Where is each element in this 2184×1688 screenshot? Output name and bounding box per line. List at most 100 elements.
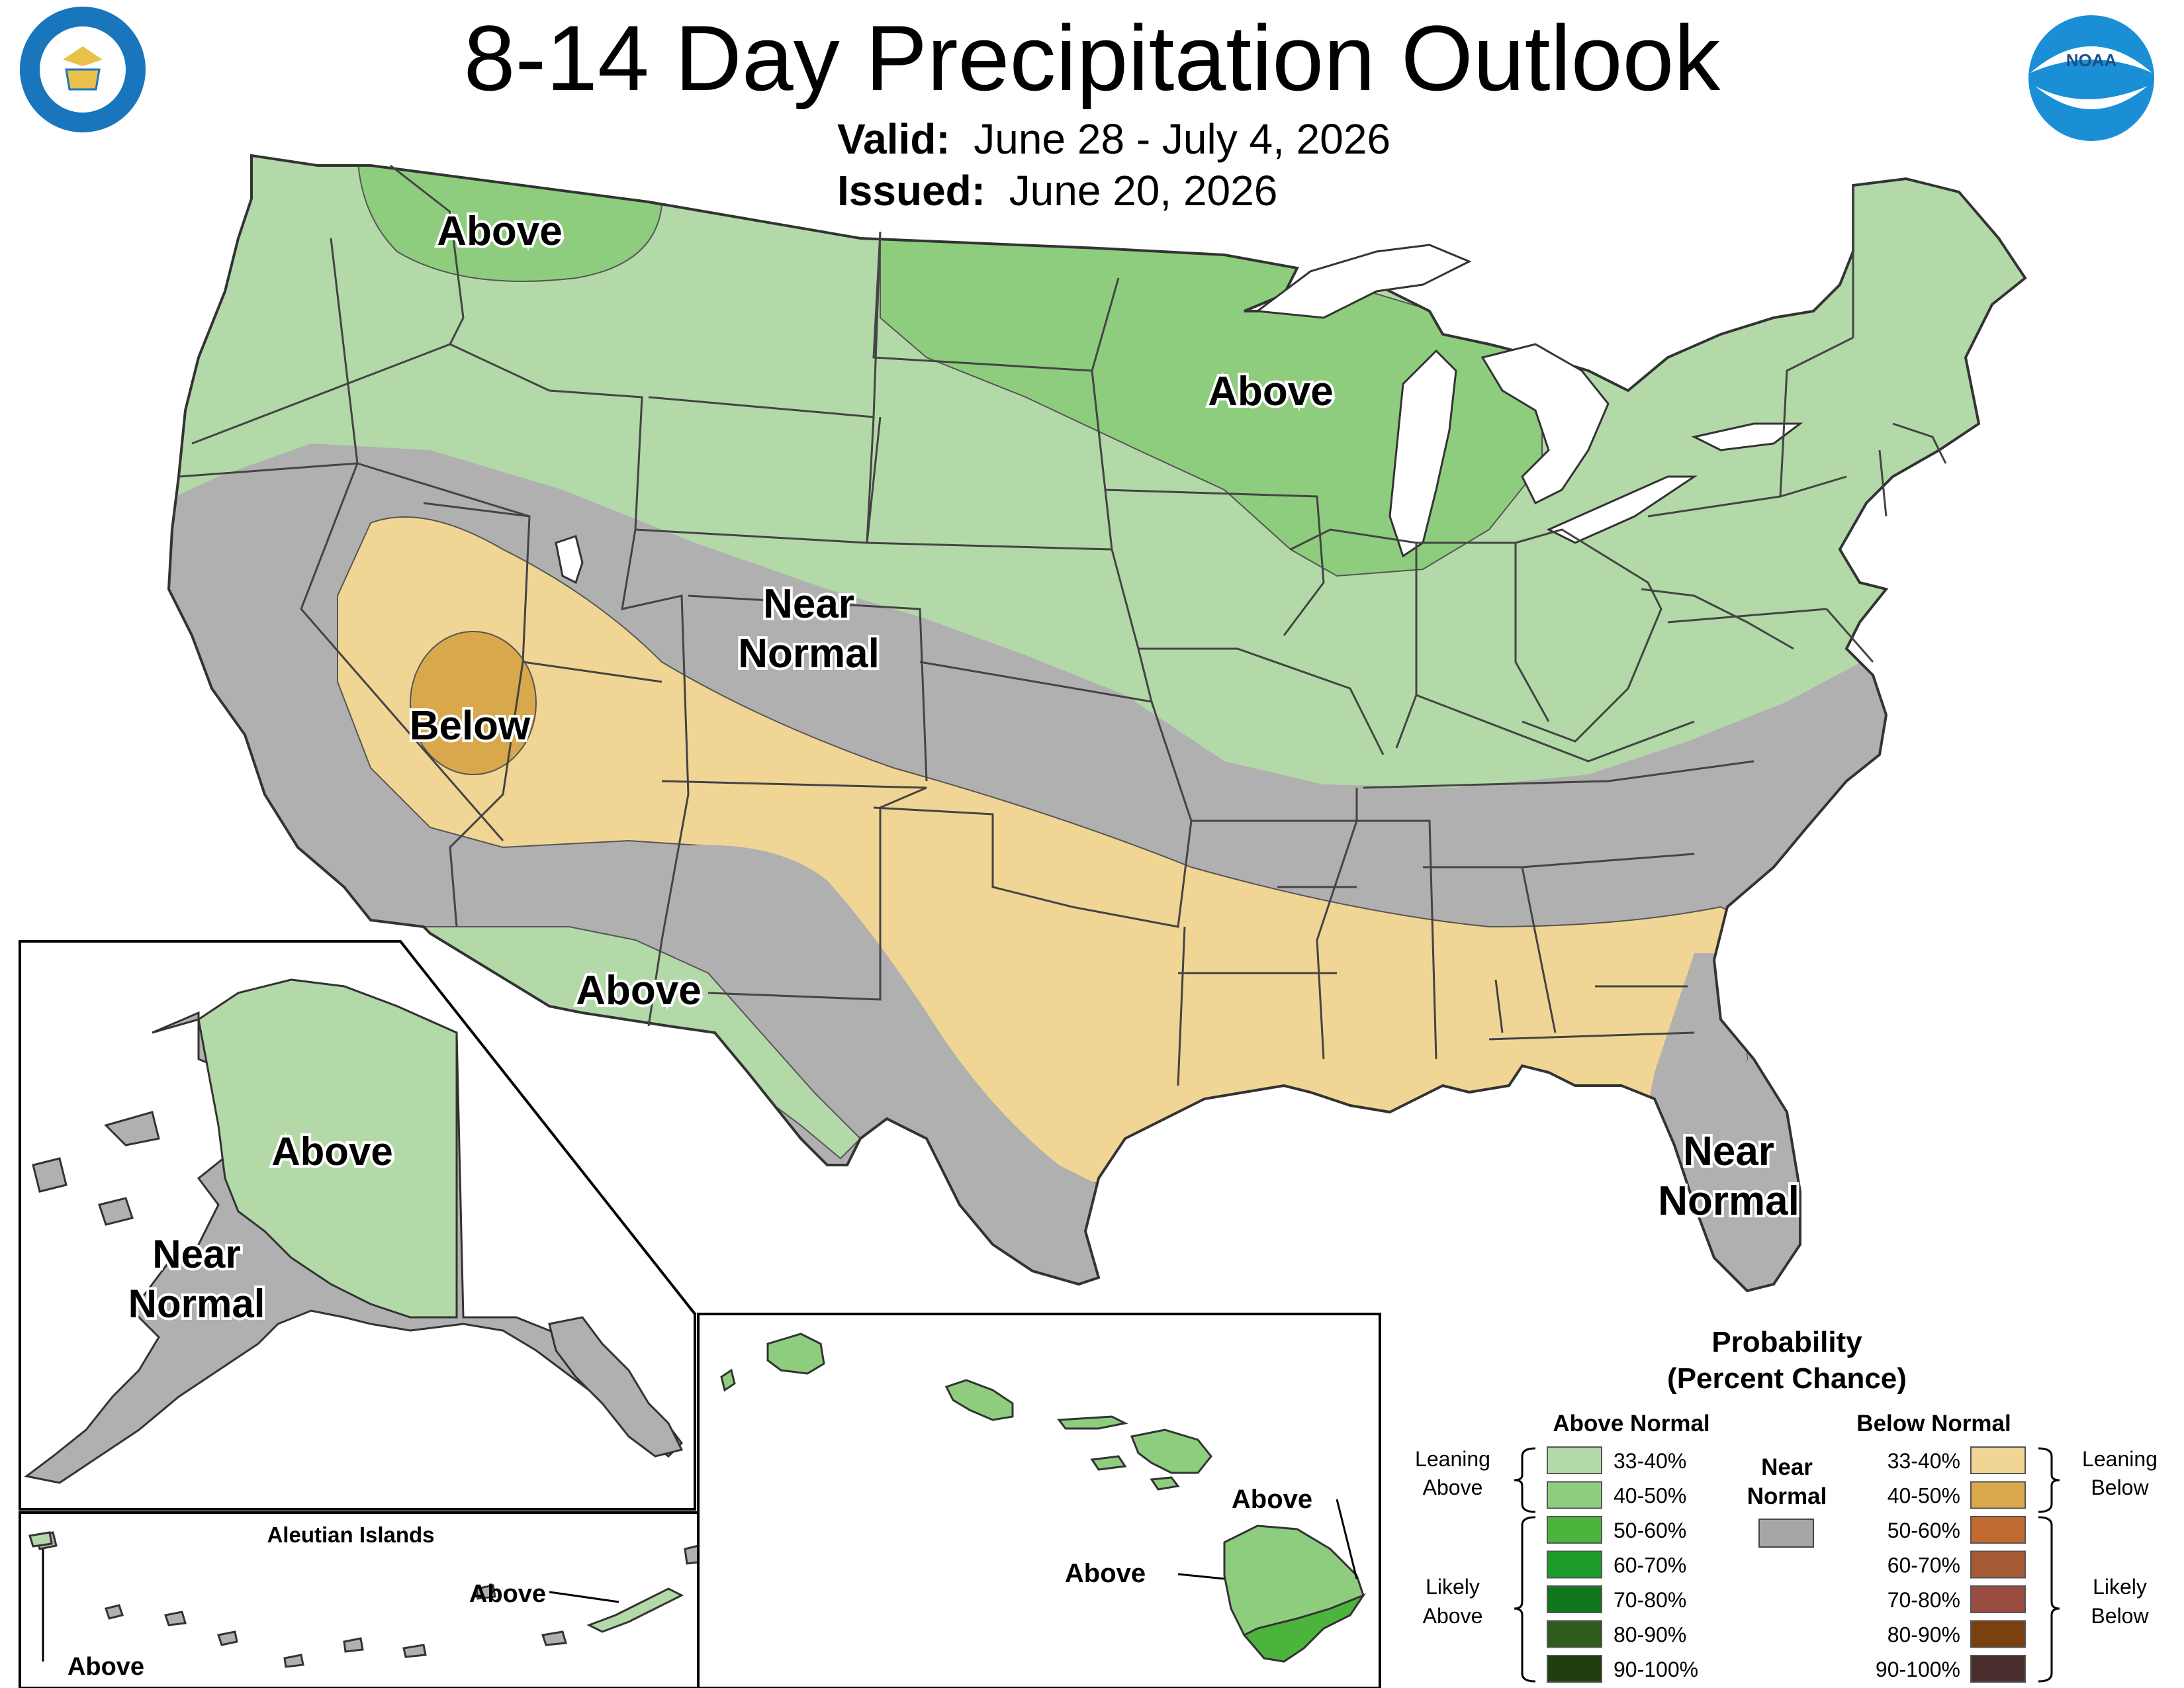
issued-line: Issued: June 20, 2026 [837,165,1277,216]
legend-below-range: 90-100% [1876,1658,1960,1681]
legend: Probability (Percent Chance) Above Norma… [1415,1326,2158,1683]
legend-leaning-above-2: Above [1423,1476,1483,1499]
noaa-logo-outer [2028,15,2154,141]
legend-brace-leaning-above [1514,1447,1536,1513]
label-ak-near-normal-2: Normal [128,1282,265,1326]
aleutian-inset: Aleutian Islands Above Above [19,1511,700,1688]
great-salt-lake [555,535,584,585]
lake-superior [1255,244,1472,319]
legend-likely-below-2: Below [2091,1604,2149,1628]
noaa-logo: NOAA [2028,15,2154,141]
legend-above-header: Above Normal [1553,1411,1709,1436]
legend-above-range: 40-50% [1614,1484,1686,1508]
aleutian-above-east-region [586,1587,684,1633]
commerce-seal [20,7,146,132]
legend-above-swatch [1547,1585,1602,1613]
legend-below-range: 50-60% [1888,1519,1960,1542]
legend-below-swatch [1970,1620,2026,1648]
legend-brace-likely-below [2038,1516,2060,1683]
label-above-southwest: Above [576,968,701,1013]
noaa-logo-arc [2030,46,2152,73]
legend-above-swatch [1547,1655,1602,1683]
legend-above-range: 80-90% [1614,1623,1686,1647]
alaska-above-region [197,978,458,1319]
legend-below-range: 80-90% [1888,1623,1960,1647]
legend-rows: 33-40% 33-40% 40-50% 40-50% 50-60% 50-60% 60-7… [1547,1446,2026,1683]
region-below-dark [410,631,537,775]
legend-near-swatch [1758,1519,1814,1548]
label-hi-above-upper: Above [1232,1485,1312,1514]
label-below: Below [410,703,531,749]
legend-below-range: 40-50% [1888,1484,1960,1508]
label-near-normal-west-1: Near [763,581,854,627]
noaa-logo-text: NOAA [2066,50,2117,70]
legend-below-swatch [1970,1481,2026,1509]
lake-erie [1546,475,1698,544]
lake-ontario [1691,422,1803,451]
label-aleutian-above-east: Above [469,1580,546,1608]
region-near-normal-tx [596,845,1112,1291]
label-near-normal-west-2: Normal [738,631,880,677]
valid-value: June 28 - July 4, 2026 [974,115,1391,163]
legend-title-1: Probability [1711,1326,1862,1358]
label-ak-near-normal-1: Near [152,1232,240,1276]
legend-above-range: 90-100% [1614,1658,1698,1681]
legend-leaning-below-2: Below [2091,1476,2149,1499]
region-above-nw-dark [356,156,663,282]
legend-likely-above-1: Likely [1426,1575,1480,1599]
issued-label: Issued: [837,167,986,214]
region-below-band [337,516,1749,1193]
alaska-islands [32,1111,684,1458]
alaska-inset: Above Near Normal [19,940,696,1511]
issued-value: June 20, 2026 [1009,167,1278,214]
legend-above-swatch [1547,1516,1602,1544]
legend-likely-above-2: Above [1423,1604,1483,1628]
aleutian-title: Aleutian Islands [267,1523,434,1547]
hawaii-above-dark-region [1242,1593,1366,1663]
valid-line: Valid: June 28 - July 4, 2026 [837,114,1390,164]
label-above-midwest: Above [1208,369,1333,414]
noaa-logo-wave-icon [2035,86,2148,109]
label-ak-above: Above [271,1129,392,1174]
legend-below-swatch [1970,1516,2026,1544]
legend-above-range: 70-80% [1614,1588,1686,1612]
legend-above-swatch [1547,1620,1602,1648]
legend-leaning-below-1: Leaning [2082,1447,2158,1471]
legend-below-header: Below Normal [1856,1411,2011,1436]
legend-below-range: 33-40% [1888,1449,1960,1473]
legend-above-range: 60-70% [1614,1554,1686,1577]
legend-above-range: 33-40% [1614,1449,1686,1473]
legend-above-swatch [1547,1481,1602,1509]
valid-label: Valid: [837,115,950,163]
lake-michigan [1388,349,1457,558]
hawaii-leader-upper [1336,1499,1358,1579]
legend-above-range: 50-60% [1614,1519,1686,1542]
aleutian-frame [19,1511,700,1688]
label-aleutian-above-west: Above [68,1653,144,1681]
label-hi-above-left: Above [1065,1559,1146,1588]
legend-below-range: 70-80% [1888,1588,1960,1612]
label-near-normal-fl-2: Normal [1658,1178,1799,1224]
hawaii-leader-left [1177,1573,1225,1580]
aleutian-islands [35,1531,700,1668]
legend-below-range: 60-70% [1888,1554,1960,1577]
legend-brace-leaning-below [2038,1447,2060,1513]
legend-near-header-2: Normal [1747,1483,1827,1509]
label-near-normal-fl-1: Near [1683,1129,1774,1174]
aleutian-leader-east [549,1591,619,1603]
commerce-shield-icon [65,68,101,91]
legend-near-header-1: Near [1761,1454,1813,1480]
label-above-northwest: Above [437,209,562,254]
legend-below-swatch [1970,1446,2026,1474]
state-borders [178,164,1947,1086]
legend-below-swatch [1970,1655,2026,1683]
legend-above-swatch [1547,1550,1602,1579]
legend-below-swatch [1970,1585,2026,1613]
map-title: 8-14 Day Precipitation Outlook [463,6,1721,110]
commerce-eagle-icon [63,46,103,66]
legend-likely-below-1: Likely [2093,1575,2147,1599]
conus-outline [167,154,2027,1293]
legend-above-swatch [1547,1446,1602,1474]
aleutian-above-west-region [28,1531,53,1548]
